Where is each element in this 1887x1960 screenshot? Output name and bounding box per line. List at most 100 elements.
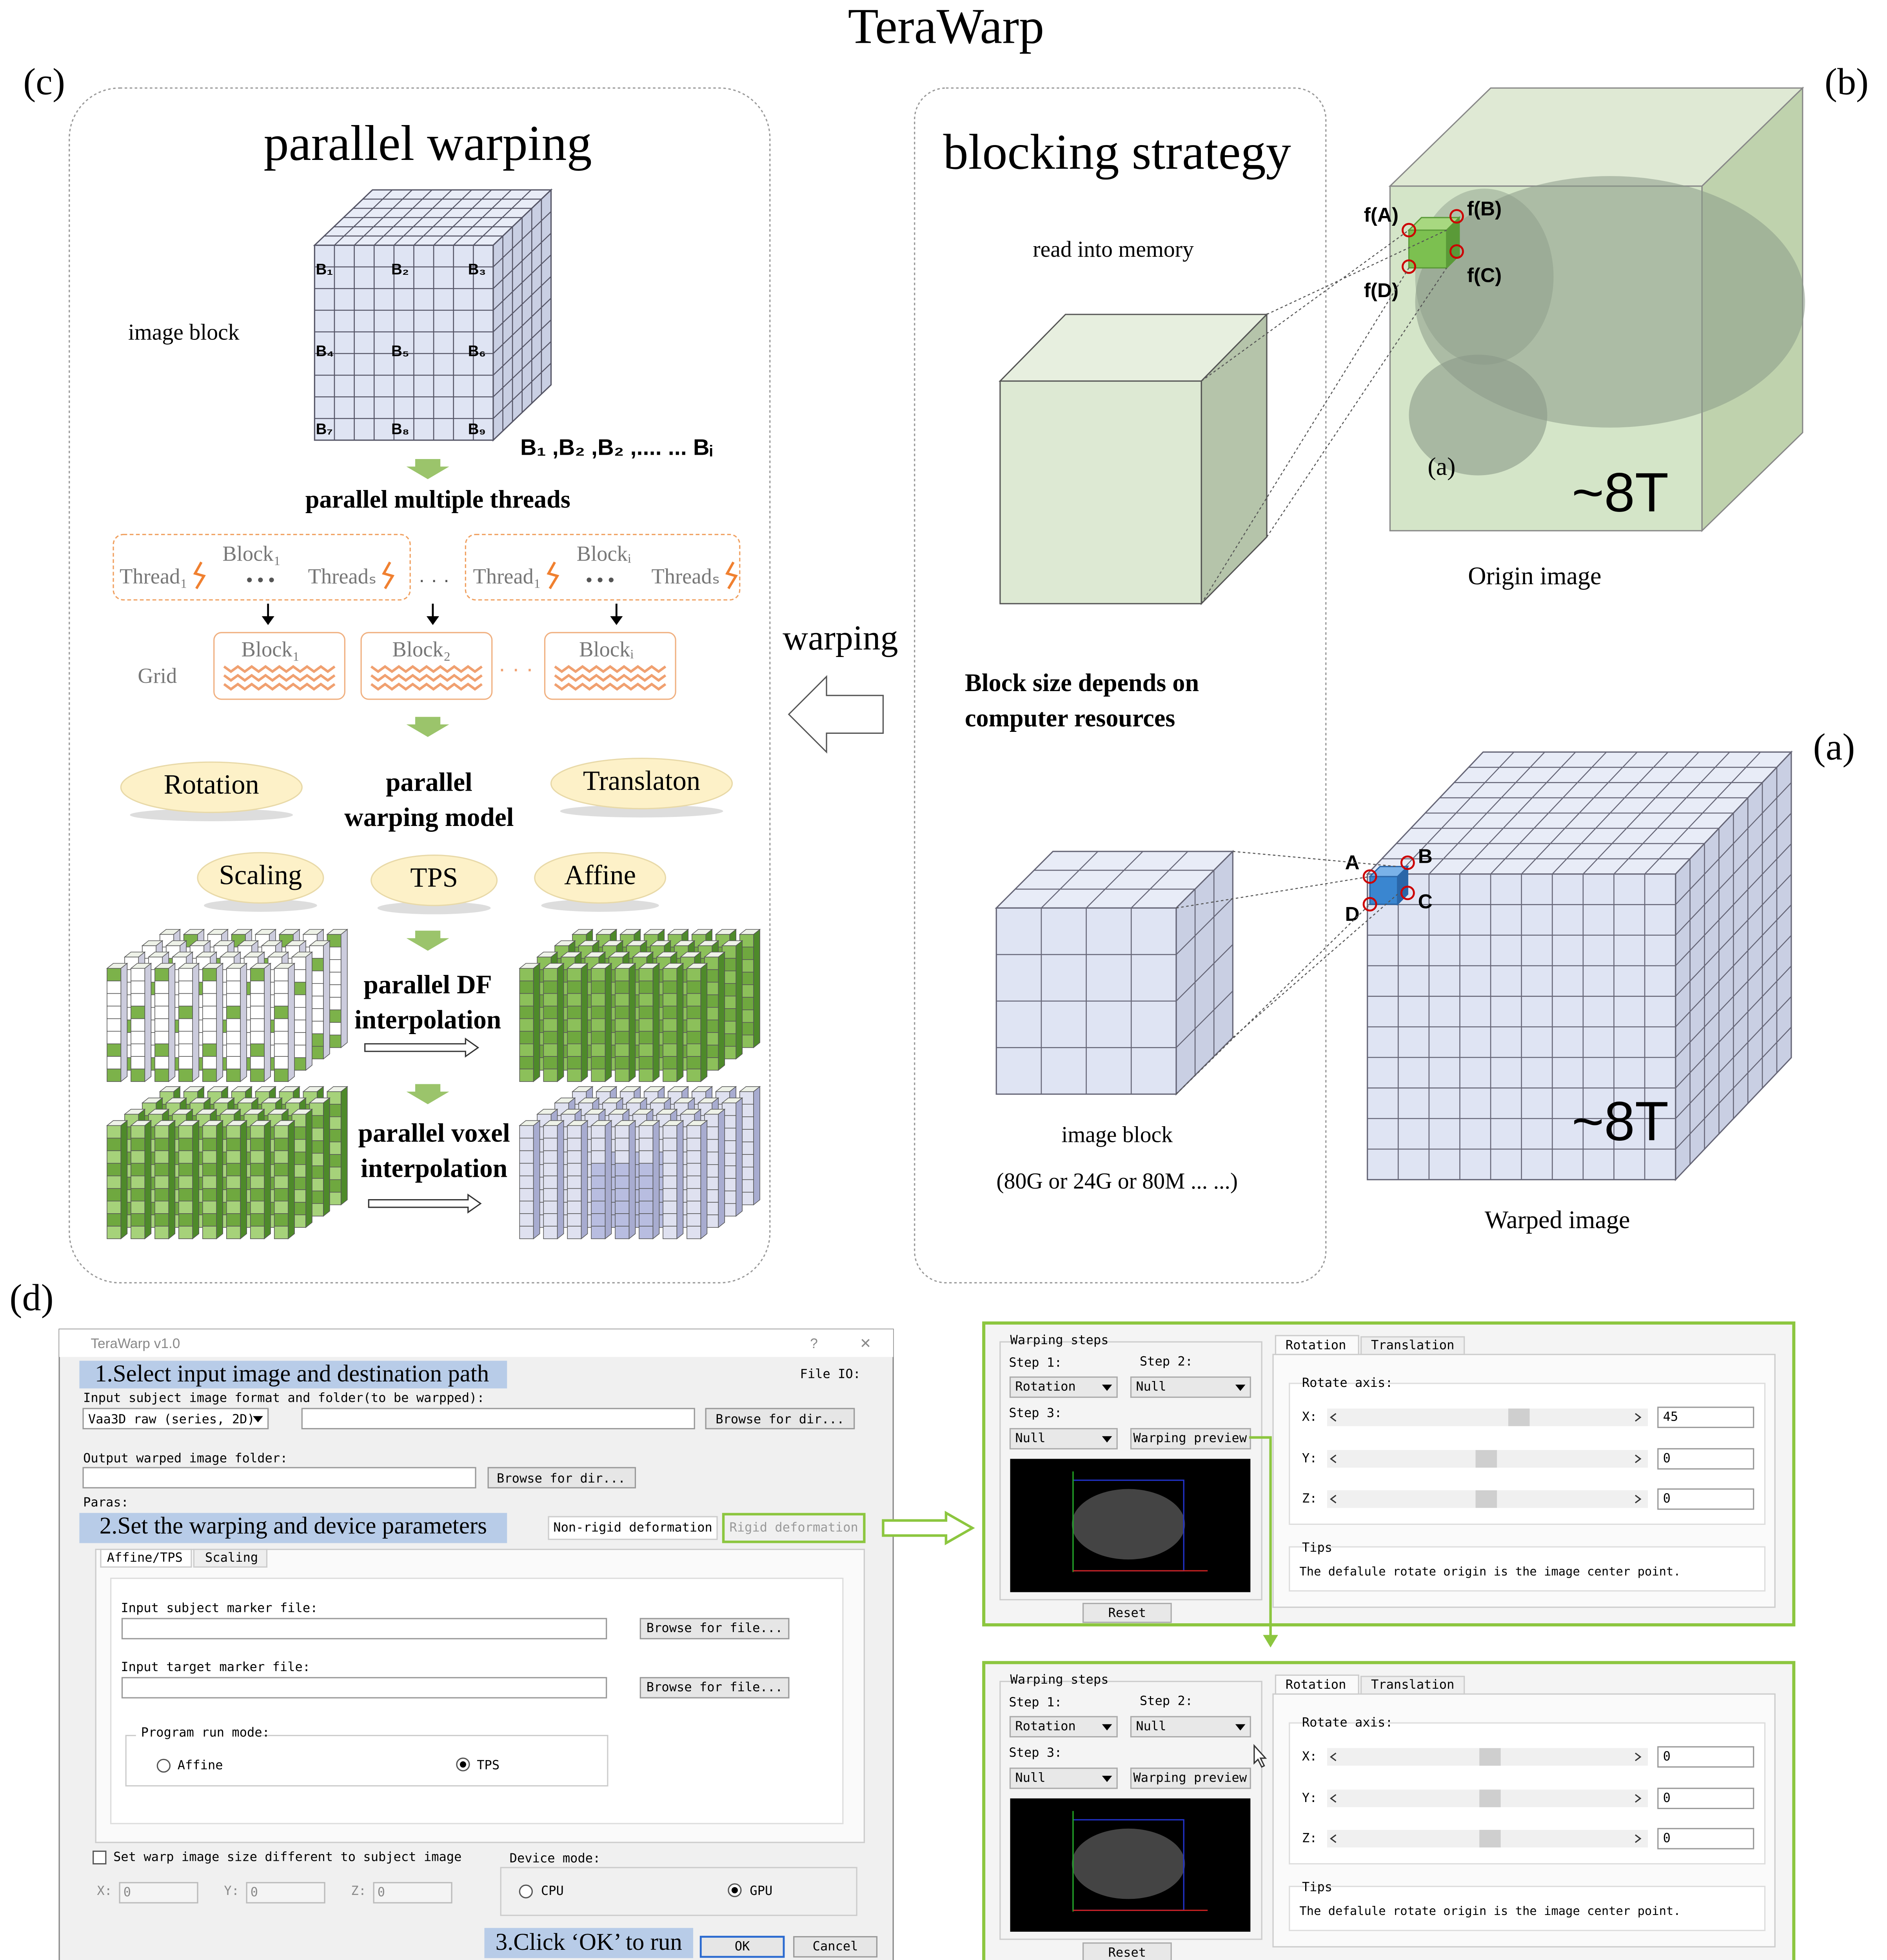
button[interactable] bbox=[1082, 1942, 1172, 1960]
button[interactable] bbox=[793, 1936, 878, 1958]
column-side bbox=[718, 951, 725, 1071]
column-cell bbox=[615, 1201, 630, 1214]
combo-box[interactable] bbox=[1009, 1376, 1118, 1398]
panel-label: (d) bbox=[9, 1277, 53, 1319]
text-label: Affine bbox=[178, 1757, 223, 1772]
column-cell bbox=[202, 1069, 217, 1082]
column-cell bbox=[639, 1188, 654, 1201]
slider-handle[interactable] bbox=[1479, 1789, 1501, 1808]
radio[interactable] bbox=[519, 1884, 533, 1898]
button[interactable] bbox=[705, 1408, 855, 1430]
column-cell bbox=[567, 1031, 582, 1044]
spin-box[interactable] bbox=[1657, 1406, 1754, 1428]
tab[interactable] bbox=[722, 1513, 866, 1543]
button[interactable] bbox=[1130, 1428, 1251, 1450]
column-side bbox=[700, 962, 708, 1082]
button[interactable] bbox=[639, 1677, 790, 1699]
corner-marker bbox=[1449, 244, 1464, 259]
spin-box[interactable] bbox=[1657, 1788, 1754, 1809]
column-cell bbox=[543, 1226, 558, 1239]
button[interactable] bbox=[487, 1467, 636, 1488]
combo-box[interactable] bbox=[1130, 1716, 1251, 1738]
column-side bbox=[264, 962, 271, 1082]
tab[interactable] bbox=[1360, 1336, 1465, 1355]
column-cell bbox=[639, 968, 654, 982]
combo-arrow bbox=[1235, 1724, 1246, 1731]
column-cell bbox=[107, 1125, 122, 1139]
slider-handle[interactable] bbox=[1479, 1748, 1501, 1766]
text-label: Rotation bbox=[1015, 1379, 1076, 1394]
slider-handle[interactable] bbox=[1475, 1490, 1497, 1508]
column-cell bbox=[178, 1138, 193, 1151]
button[interactable] bbox=[1130, 1768, 1251, 1789]
tab[interactable] bbox=[1275, 1674, 1359, 1695]
column-cell bbox=[519, 1005, 534, 1019]
group-title-bg bbox=[136, 1725, 262, 1741]
column-cell bbox=[639, 1138, 654, 1151]
column-cell bbox=[107, 1150, 122, 1164]
column-cell bbox=[615, 1138, 630, 1151]
flow-arrow bbox=[406, 459, 449, 479]
text-label: Non-rigid deformation bbox=[553, 1520, 712, 1535]
tab[interactable] bbox=[548, 1516, 718, 1540]
column-cell bbox=[519, 1031, 534, 1044]
column-cell bbox=[131, 1044, 145, 1057]
tab[interactable] bbox=[100, 1548, 192, 1568]
column-cell bbox=[274, 980, 289, 994]
column-cell bbox=[131, 1069, 145, 1082]
text-field[interactable] bbox=[121, 1677, 607, 1699]
corner-marker bbox=[1362, 869, 1377, 884]
column-cell bbox=[615, 1213, 630, 1227]
spin-box[interactable] bbox=[1657, 1488, 1754, 1510]
radio[interactable] bbox=[156, 1759, 171, 1773]
combo-box[interactable] bbox=[1009, 1428, 1118, 1450]
tab[interactable] bbox=[1360, 1675, 1465, 1695]
column-cell bbox=[178, 1069, 193, 1082]
column-side bbox=[557, 962, 564, 1082]
text-field[interactable] bbox=[121, 1618, 607, 1639]
text-label: Null bbox=[1015, 1430, 1045, 1445]
method-ellipse bbox=[550, 757, 733, 809]
spin-box[interactable] bbox=[1657, 1448, 1754, 1470]
button[interactable] bbox=[1082, 1602, 1172, 1623]
text-label: Step 1: bbox=[1009, 1355, 1062, 1370]
slider-handle[interactable] bbox=[1475, 1450, 1497, 1468]
column-cell bbox=[639, 1069, 654, 1082]
slider-handle[interactable] bbox=[1508, 1408, 1530, 1426]
combo-box[interactable] bbox=[1130, 1376, 1251, 1398]
combo-box[interactable] bbox=[82, 1408, 269, 1430]
spin-box[interactable] bbox=[373, 1882, 452, 1904]
group-box bbox=[1289, 1546, 1766, 1592]
spin-box[interactable] bbox=[1657, 1746, 1754, 1768]
column-cell bbox=[543, 1150, 558, 1164]
slider-handle[interactable] bbox=[1479, 1829, 1501, 1847]
column-cell bbox=[202, 1163, 217, 1176]
flow-arrow bbox=[406, 717, 449, 737]
column-side bbox=[581, 1120, 588, 1240]
corner-marker bbox=[1402, 223, 1416, 238]
combo-box[interactable] bbox=[1009, 1768, 1118, 1789]
button[interactable] bbox=[639, 1618, 790, 1639]
text-field[interactable] bbox=[301, 1408, 695, 1430]
text-field[interactable] bbox=[82, 1467, 476, 1488]
tab[interactable] bbox=[1275, 1335, 1359, 1355]
column-cell bbox=[543, 993, 558, 1007]
text-label: Vaa3D raw (series, 2D) bbox=[88, 1412, 255, 1426]
checkbox[interactable] bbox=[93, 1850, 107, 1865]
combo-box[interactable] bbox=[1009, 1716, 1118, 1738]
button[interactable] bbox=[699, 1936, 785, 1958]
cube-grid bbox=[1131, 851, 1188, 909]
text-label: 0 bbox=[251, 1884, 258, 1899]
spin-box[interactable] bbox=[246, 1882, 325, 1904]
spin-box[interactable] bbox=[1657, 1828, 1754, 1849]
tab[interactable] bbox=[193, 1548, 268, 1568]
text-label: Tips bbox=[1302, 1880, 1332, 1895]
column-cell bbox=[202, 1005, 217, 1019]
preview-brain bbox=[1072, 1489, 1185, 1560]
column-cell bbox=[131, 1163, 145, 1176]
spin-box[interactable] bbox=[119, 1882, 198, 1904]
column-cell bbox=[250, 1005, 265, 1019]
thread-icon bbox=[382, 561, 395, 590]
column-cell bbox=[591, 1056, 606, 1069]
text-label: interpolation bbox=[354, 1005, 501, 1034]
